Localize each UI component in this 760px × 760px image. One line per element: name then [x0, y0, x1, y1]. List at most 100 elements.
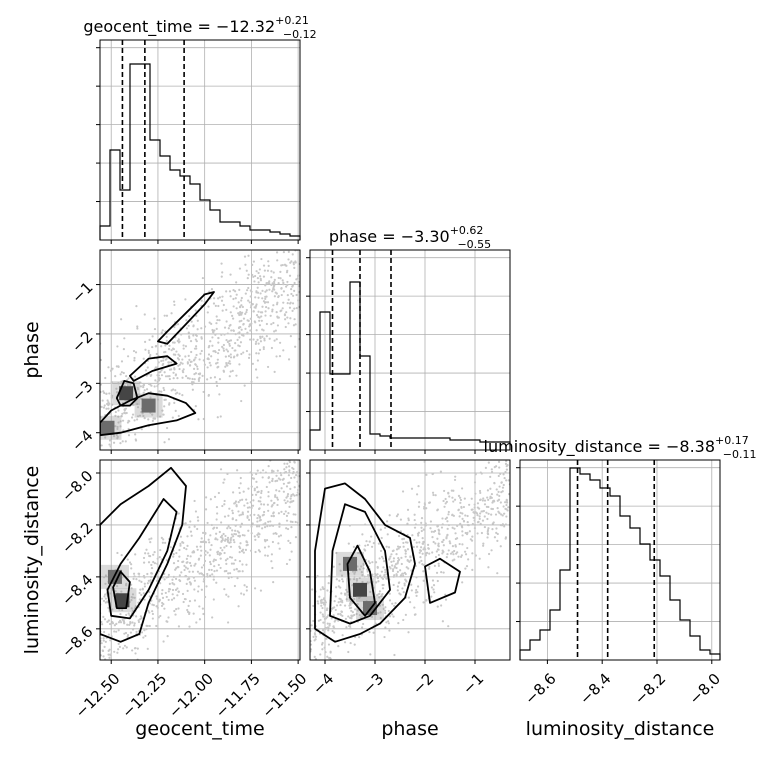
sample-point: [258, 319, 261, 322]
sample-point: [288, 558, 291, 561]
sample-point: [312, 604, 315, 608]
sample-point: [139, 381, 142, 385]
sample-point: [248, 301, 251, 304]
sample-point: [274, 494, 277, 497]
sample-point: [225, 363, 228, 366]
sample-point: [117, 409, 120, 412]
sample-point: [237, 534, 240, 538]
sample-point: [421, 552, 424, 555]
sample-point: [453, 478, 457, 482]
sample-point: [478, 507, 481, 510]
sample-point: [120, 360, 124, 363]
sample-point: [177, 625, 181, 628]
sample-point: [128, 614, 131, 617]
sample-point: [258, 515, 261, 518]
sample-point: [207, 305, 210, 308]
sample-point: [352, 578, 356, 581]
sample-point: [346, 590, 349, 594]
sample-point: [172, 555, 175, 558]
sample-point: [397, 621, 400, 625]
sample-point: [170, 598, 174, 601]
sample-point: [396, 559, 400, 563]
sample-point: [192, 359, 196, 362]
sample-point: [222, 370, 226, 373]
sample-point: [246, 277, 249, 280]
sample-point: [194, 345, 198, 348]
sample-point: [272, 321, 275, 325]
sample-point: [265, 305, 268, 309]
sample-point: [263, 301, 267, 304]
sample-point: [220, 262, 223, 265]
sample-point: [184, 522, 187, 525]
sample-point: [186, 361, 189, 364]
sample-point: [145, 388, 149, 391]
sample-point: [219, 415, 222, 418]
sample-point: [259, 496, 262, 499]
sample-point: [179, 544, 182, 547]
sample-point: [273, 501, 276, 505]
sample-point: [131, 621, 134, 624]
density-peak: [343, 556, 357, 571]
sample-point: [339, 603, 342, 607]
sample-point: [134, 438, 137, 441]
sample-point: [196, 570, 200, 573]
sample-point: [259, 275, 262, 278]
sample-point: [291, 309, 294, 312]
sample-point: [447, 510, 450, 514]
sample-point: [288, 469, 291, 472]
sample-point: [268, 481, 271, 484]
sample-point: [261, 476, 264, 479]
sample-point: [410, 589, 413, 592]
sample-point: [432, 530, 436, 533]
sample-point: [442, 544, 445, 547]
sample-point: [281, 263, 284, 267]
sample-point: [144, 552, 147, 555]
sample-point: [110, 394, 113, 397]
sample-point: [164, 591, 167, 595]
sample-point: [220, 521, 223, 524]
sample-point: [250, 532, 253, 535]
sample-point: [160, 536, 163, 539]
sample-point: [203, 559, 207, 563]
sample-point: [113, 624, 116, 627]
sample-point: [118, 645, 122, 648]
sample-point: [385, 621, 388, 624]
joint-geocent-time-phase: [96, 249, 301, 454]
sample-point: [365, 540, 368, 543]
sample-point: [182, 560, 185, 563]
sample-point: [119, 442, 122, 445]
sample-point: [424, 554, 427, 557]
sample-point: [165, 595, 168, 599]
sample-point: [161, 576, 164, 579]
sample-point: [397, 581, 400, 585]
sample-point: [114, 590, 117, 593]
sample-point: [399, 569, 402, 572]
sample-point: [207, 353, 211, 356]
sample-point: [240, 549, 244, 552]
sample-point: [210, 322, 213, 326]
sample-point: [200, 336, 203, 339]
sample-point: [420, 546, 423, 549]
sample-point: [206, 551, 209, 554]
sample-point: [215, 322, 218, 325]
sample-point: [118, 619, 122, 622]
sample-point: [255, 270, 258, 273]
sample-point: [451, 514, 454, 517]
sample-point: [459, 496, 462, 499]
sample-point: [204, 595, 207, 599]
sample-point: [149, 353, 152, 357]
sample-point: [180, 333, 183, 336]
sample-point: [196, 365, 199, 368]
sample-point: [149, 396, 152, 399]
sample-point: [272, 271, 275, 274]
sample-point: [119, 373, 122, 376]
sample-point: [256, 469, 259, 472]
sample-point: [215, 380, 218, 384]
sample-point: [181, 592, 185, 596]
sample-point: [209, 498, 212, 501]
sample-point: [126, 558, 129, 561]
sample-point: [463, 550, 467, 553]
sample-point: [188, 358, 191, 361]
sample-point: [198, 372, 202, 375]
sample-point: [157, 378, 161, 381]
